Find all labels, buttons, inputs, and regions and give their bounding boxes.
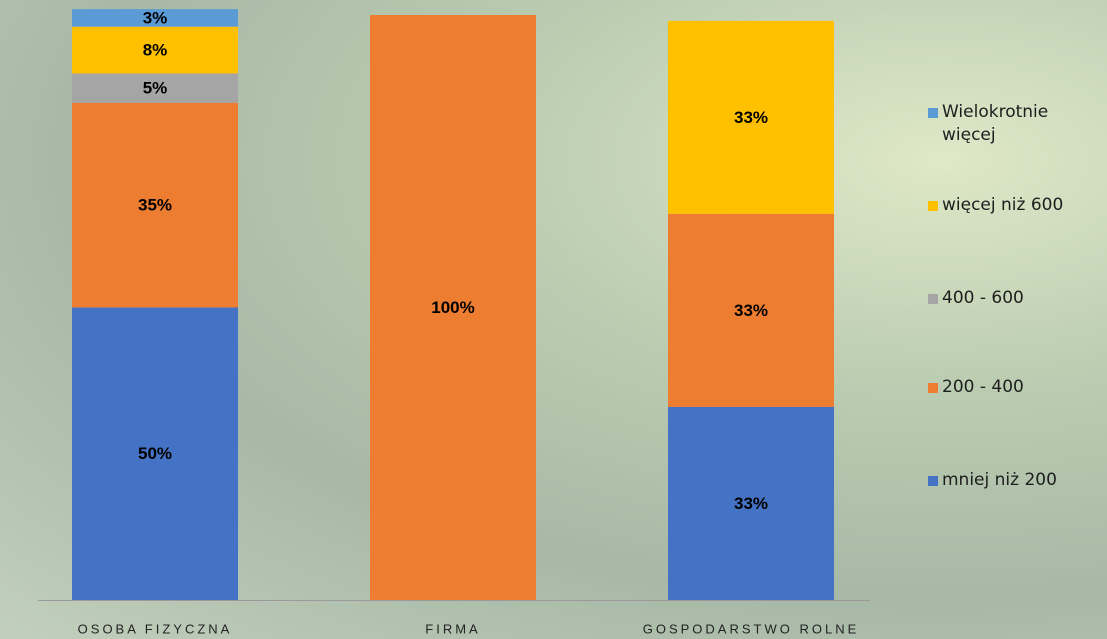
data-label: 33% — [734, 301, 768, 320]
chart: 50% 35% 5% 8% 3% OSOBA FIZYCZNA 100% FIRMA 33% 33… — [0, 0, 1107, 639]
data-label: 5% — [143, 79, 168, 98]
x-tick-label: GOSPODARSTWO ROLNE — [643, 621, 860, 636]
data-label: 35% — [138, 196, 172, 215]
data-label: 8% — [143, 41, 168, 60]
legend-label: Wielokrotnie więcej — [942, 101, 1082, 147]
legend-label: 200 - 400 — [942, 376, 1082, 399]
plot: 50% 35% 5% 8% 3% OSOBA FIZYCZNA 100% FIRMA 33% 33… — [0, 0, 1107, 639]
data-label: 100% — [431, 298, 474, 317]
legend-item: 400 - 600 — [928, 287, 1107, 310]
legend-swatch — [928, 294, 938, 304]
legend-item: więcej niż 600 — [928, 194, 1107, 217]
legend-item: Wielokrotnie więcej — [928, 101, 1107, 147]
data-label: 33% — [734, 108, 768, 127]
data-label: 50% — [138, 444, 172, 463]
data-label: 3% — [143, 8, 168, 27]
x-tick-label: OSOBA FIZYCZNA — [78, 621, 233, 636]
legend-item: mniej niż 200 — [928, 469, 1107, 492]
legend-swatch — [928, 201, 938, 211]
legend-swatch — [928, 476, 938, 486]
legend-label: mniej niż 200 — [942, 469, 1082, 492]
legend-label: 400 - 600 — [942, 287, 1082, 310]
legend-swatch — [928, 108, 938, 118]
legend-item: 200 - 400 — [928, 376, 1107, 399]
legend-label: więcej niż 600 — [942, 194, 1082, 217]
data-label: 33% — [734, 494, 768, 513]
legend-swatch — [928, 383, 938, 393]
x-tick-label: FIRMA — [425, 621, 480, 636]
